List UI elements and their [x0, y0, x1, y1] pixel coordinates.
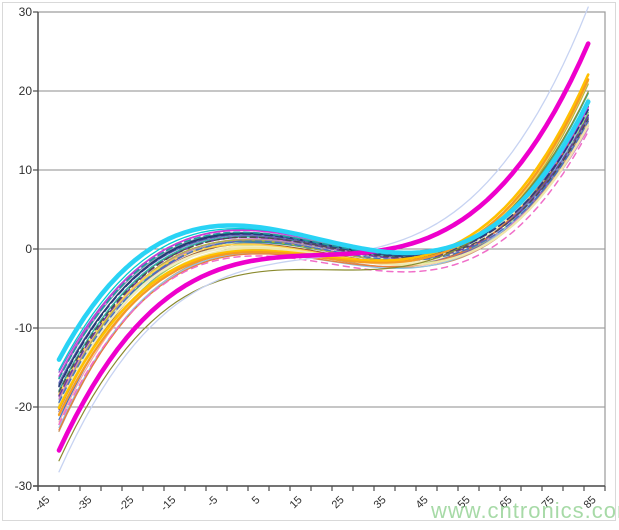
series-pink-dashed: [58, 130, 589, 426]
series-aqua: [58, 104, 589, 371]
series-orange: [57, 78, 590, 416]
series-navy-dashed: [58, 109, 590, 388]
series-gray: [58, 123, 589, 401]
series-purple: [58, 121, 589, 413]
y-tick-label: -30: [14, 479, 32, 493]
series-blue-dashed: [58, 120, 589, 403]
series-orange-thin: [58, 99, 589, 431]
y-tick-label: -10: [14, 321, 32, 335]
series-magenta-thick: [56, 41, 591, 453]
y-tick-label: 0: [25, 242, 32, 256]
y-tick-label: 20: [18, 84, 32, 98]
series-olive-low: [58, 91, 589, 462]
y-tick-label: 10: [18, 163, 32, 177]
series-yellow: [58, 80, 590, 396]
y-tick-label: 30: [18, 5, 32, 19]
series-cyan-thick: [56, 99, 591, 362]
watermark-text: www.cntronics.com: [431, 498, 619, 523]
series-cream: [57, 97, 590, 406]
y-tick-label: -20: [14, 400, 32, 414]
series-gray-dashed: [58, 118, 589, 393]
series-salmon: [58, 121, 589, 423]
